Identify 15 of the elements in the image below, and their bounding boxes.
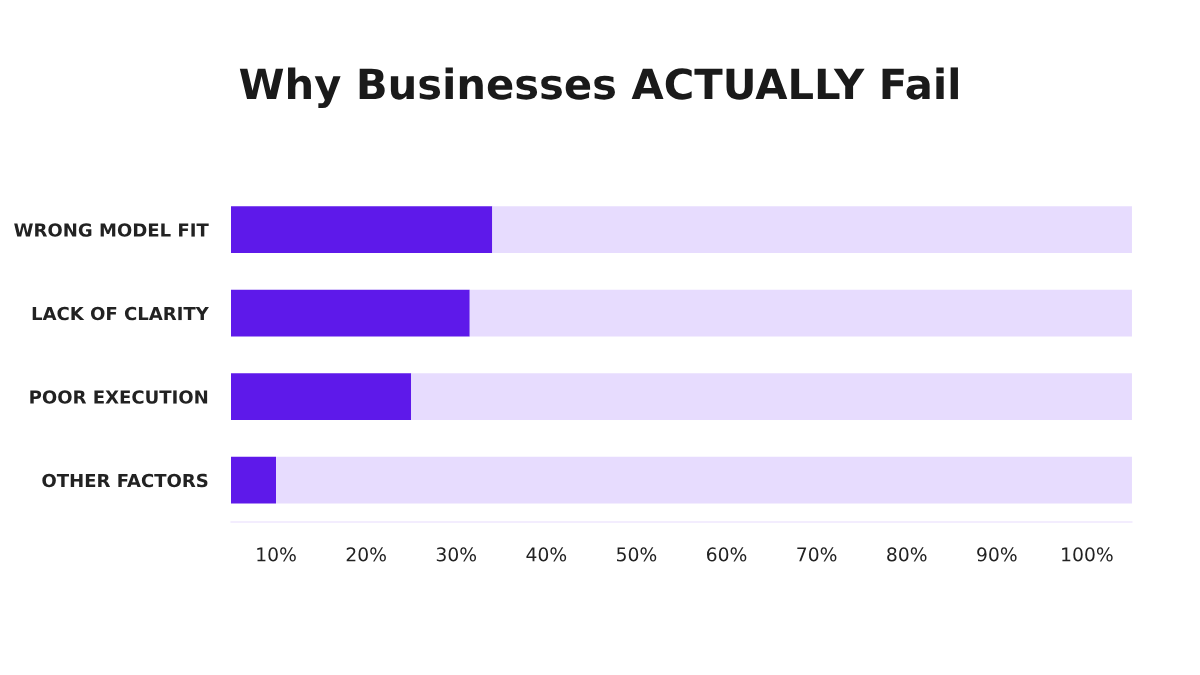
x-tick-label: 20% <box>346 547 386 562</box>
x-tick-label: 80% <box>887 547 927 562</box>
x-tick-label: 70% <box>797 547 837 562</box>
y-tick-label: WRONG MODEL FIT <box>14 223 209 237</box>
chart-title: Why Businesses ACTUALLY Fail <box>239 67 958 109</box>
x-tick-label: 60% <box>707 547 747 562</box>
x-tick-label: 50% <box>617 547 657 562</box>
x-tick-label: 90% <box>977 547 1017 562</box>
y-tick-label: POOR EXECUTION <box>30 390 208 404</box>
x-tick-label: 10% <box>257 547 296 562</box>
x-tick-label: 30% <box>436 547 477 562</box>
y-tick-label: OTHER FACTORS <box>42 473 208 488</box>
y-tick-label: LACK OF CLARITY <box>32 306 209 321</box>
x-tick-label: 40% <box>526 547 567 562</box>
x-tick-label: 100% <box>1062 547 1113 562</box>
